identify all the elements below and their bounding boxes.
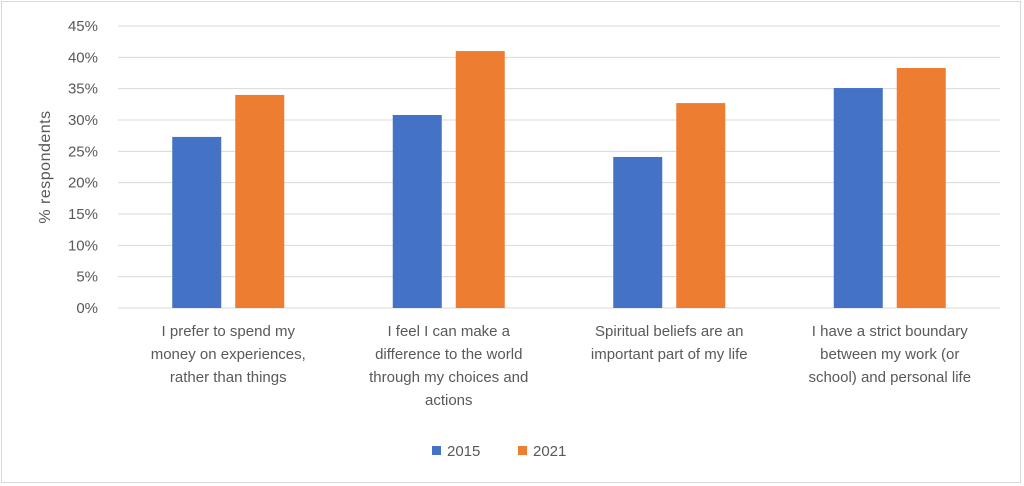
y-tick-label: 30%: [68, 112, 98, 129]
y-tick-label: 45%: [68, 18, 98, 35]
y-tick-label: 35%: [68, 81, 98, 98]
y-tick-label: 5%: [76, 269, 98, 286]
y-axis-label: % respondents: [37, 110, 54, 223]
bar-2015-cat-1: [172, 136, 222, 308]
legend-swatch-2021: [518, 446, 527, 455]
y-tick-label: 10%: [68, 237, 98, 254]
bar-2015-cat-2: [392, 114, 442, 308]
bar-2021-cat-4: [896, 67, 946, 308]
x-category-label: difference to the world: [375, 346, 522, 363]
bar-2021-cat-3: [676, 103, 726, 308]
bar-2015-cat-4: [833, 88, 883, 308]
x-category-label: rather than things: [170, 369, 287, 386]
legend-swatch-2015: [432, 446, 441, 455]
x-category-label: I feel I can make a: [387, 323, 510, 340]
legend-label-2015: 2015: [447, 443, 480, 460]
y-tick-label: 40%: [68, 49, 98, 66]
x-category-label: through my choices and: [369, 369, 528, 386]
x-category-label: money on experiences,: [151, 346, 306, 363]
x-category-label: I have a strict boundary: [812, 323, 968, 340]
x-category-label: school) and personal life: [808, 369, 971, 386]
x-category-label: Spiritual beliefs are an: [595, 323, 743, 340]
x-category-label: important part of my life: [591, 346, 748, 363]
legend-label-2021: 2021: [533, 443, 566, 460]
y-tick-label: 25%: [68, 143, 98, 160]
bar-2015-cat-3: [613, 156, 663, 308]
y-tick-label: 20%: [68, 175, 98, 192]
x-category-label: between my work (or: [820, 346, 959, 363]
bar-2021-cat-1: [235, 94, 285, 308]
y-tick-label: 0%: [76, 300, 98, 317]
x-category-label: I prefer to spend my: [162, 323, 296, 340]
bar-2021-cat-2: [455, 51, 505, 309]
y-tick-label: 15%: [68, 206, 98, 223]
x-category-label: actions: [425, 392, 473, 409]
